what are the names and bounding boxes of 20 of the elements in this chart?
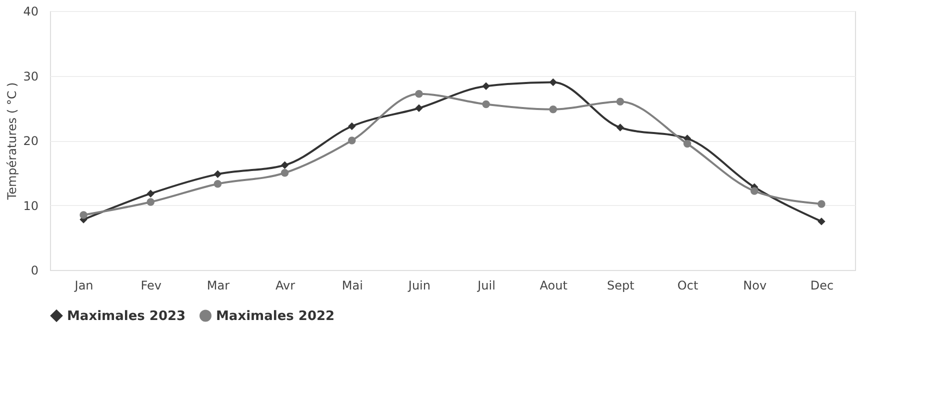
x-tick-label: Sept — [607, 278, 635, 292]
y-tick-label: 0 — [30, 264, 38, 278]
x-tick-label: Jan — [74, 278, 94, 292]
x-tick-label: Juin — [407, 278, 431, 292]
y-axis-title: Températures ( °C ) — [5, 82, 20, 201]
x-tick-label: Fev — [140, 278, 162, 292]
x-tick-label: Mar — [206, 278, 230, 292]
legend-label: Maximales 2022 — [216, 308, 335, 324]
x-tick-label: Aout — [540, 278, 568, 292]
y-tick-label: 10 — [23, 198, 38, 213]
x-tick-label: Nov — [743, 278, 767, 292]
y-tick-label: 30 — [23, 69, 38, 84]
x-tick-label: Juil — [476, 278, 496, 292]
x-tick-label: Dec — [810, 278, 834, 292]
legend-label: Maximales 2023 — [67, 308, 186, 324]
y-tick-label: 20 — [23, 134, 38, 148]
x-tick-label: Mai — [342, 278, 363, 292]
x-tick-label: Avr — [276, 278, 296, 292]
y-tick-label: 40 — [23, 4, 38, 18]
x-tick-label: Oct — [677, 278, 698, 292]
